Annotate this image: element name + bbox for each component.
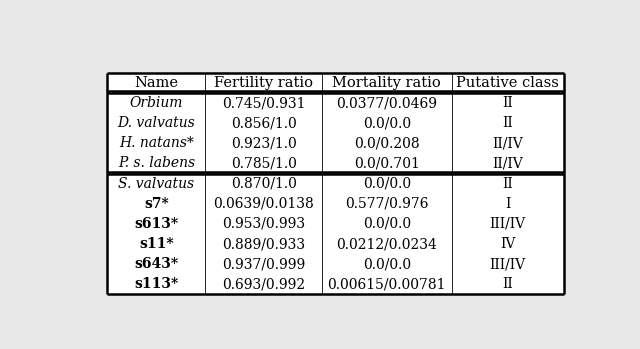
Text: II: II bbox=[502, 116, 513, 130]
Text: Name: Name bbox=[134, 76, 179, 90]
Text: II: II bbox=[502, 96, 513, 110]
Text: II: II bbox=[502, 277, 513, 291]
Text: II: II bbox=[502, 177, 513, 191]
Text: 0.0/0.701: 0.0/0.701 bbox=[354, 156, 420, 170]
Text: 0.937/0.999: 0.937/0.999 bbox=[222, 257, 305, 271]
Text: 0.0639/0.0138: 0.0639/0.0138 bbox=[213, 197, 314, 211]
Text: s113*: s113* bbox=[134, 277, 179, 291]
Text: 0.953/0.993: 0.953/0.993 bbox=[222, 217, 305, 231]
Text: 0.889/0.933: 0.889/0.933 bbox=[222, 237, 305, 251]
Text: I: I bbox=[505, 197, 510, 211]
Text: 0.0377/0.0469: 0.0377/0.0469 bbox=[336, 96, 437, 110]
Text: 0.0/0.0: 0.0/0.0 bbox=[363, 177, 411, 191]
Text: 0.923/1.0: 0.923/1.0 bbox=[230, 136, 296, 150]
Text: 0.745/0.931: 0.745/0.931 bbox=[222, 96, 305, 110]
Text: 0.0/0.0: 0.0/0.0 bbox=[363, 116, 411, 130]
Text: III/IV: III/IV bbox=[490, 257, 526, 271]
Text: 0.870/1.0: 0.870/1.0 bbox=[230, 177, 296, 191]
Text: H. natans*: H. natans* bbox=[119, 136, 194, 150]
Text: 0.693/0.992: 0.693/0.992 bbox=[222, 277, 305, 291]
Text: III/IV: III/IV bbox=[490, 217, 526, 231]
Text: Orbium: Orbium bbox=[130, 96, 183, 110]
Text: S. valvatus: S. valvatus bbox=[118, 177, 195, 191]
Text: Mortality ratio: Mortality ratio bbox=[332, 76, 441, 90]
Text: D. valvatus: D. valvatus bbox=[118, 116, 195, 130]
Text: 0.0/0.0: 0.0/0.0 bbox=[363, 217, 411, 231]
Text: 0.0212/0.0234: 0.0212/0.0234 bbox=[337, 237, 437, 251]
Text: Putative class: Putative class bbox=[456, 76, 559, 90]
Text: 0.00615/0.00781: 0.00615/0.00781 bbox=[328, 277, 446, 291]
Text: s613*: s613* bbox=[134, 217, 179, 231]
Text: 0.577/0.976: 0.577/0.976 bbox=[345, 197, 429, 211]
Text: s643*: s643* bbox=[134, 257, 179, 271]
Text: Fertility ratio: Fertility ratio bbox=[214, 76, 313, 90]
Text: 0.0/0.0: 0.0/0.0 bbox=[363, 257, 411, 271]
Text: II/IV: II/IV bbox=[492, 156, 523, 170]
Text: II/IV: II/IV bbox=[492, 136, 523, 150]
Text: IV: IV bbox=[500, 237, 515, 251]
Text: 0.785/1.0: 0.785/1.0 bbox=[230, 156, 296, 170]
Text: P. s. labens: P. s. labens bbox=[118, 156, 195, 170]
Text: s11*: s11* bbox=[139, 237, 173, 251]
Text: s7*: s7* bbox=[144, 197, 169, 211]
Text: 0.0/0.208: 0.0/0.208 bbox=[354, 136, 420, 150]
Text: 0.856/1.0: 0.856/1.0 bbox=[230, 116, 296, 130]
